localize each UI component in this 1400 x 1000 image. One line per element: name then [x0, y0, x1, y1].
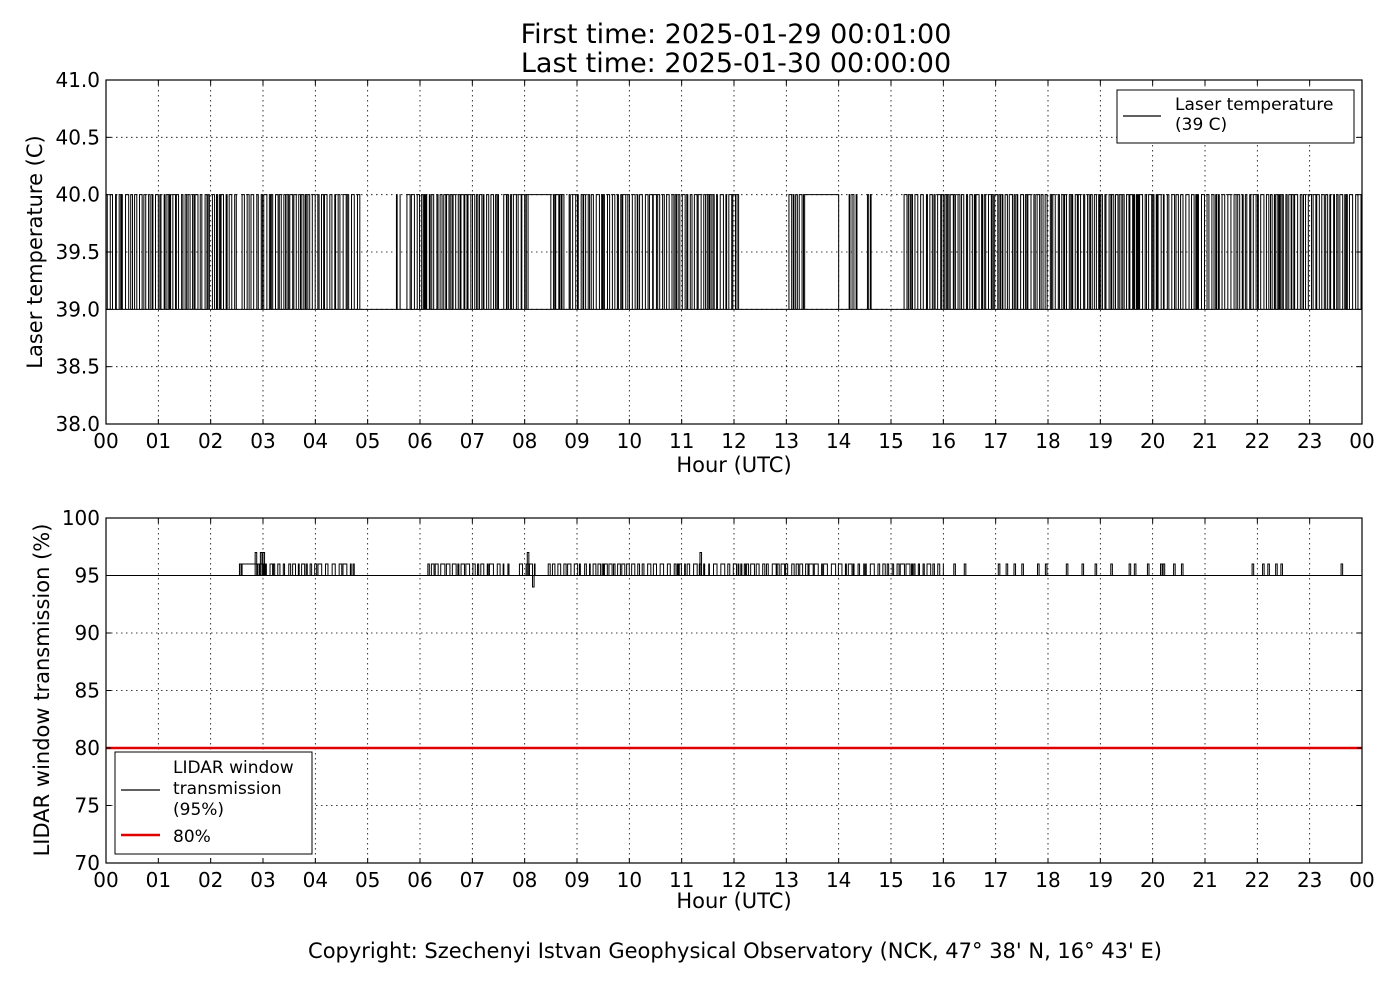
y-tick-label: 40.0	[55, 183, 100, 207]
x-tick-label: 17	[983, 429, 1008, 453]
x-tick-label: 13	[774, 429, 799, 453]
x-tick-label: 02	[198, 868, 223, 892]
x-tick-label: 00	[93, 429, 118, 453]
x-tick-label: 04	[303, 868, 328, 892]
x-tick-label: 22	[1245, 429, 1270, 453]
laser-temperature-line	[105, 194, 1363, 310]
x-tick-label: 06	[407, 868, 432, 892]
x-tick-label: 01	[146, 429, 171, 453]
x-tick-label: 14	[826, 429, 851, 453]
x-tick-label: 20	[1140, 429, 1165, 453]
legend-label-line: (95%)	[173, 800, 224, 820]
x-tick-label: 04	[303, 429, 328, 453]
x-tick-label: 23	[1297, 868, 1322, 892]
x-tick-label: 21	[1192, 868, 1217, 892]
x-tick-label: 05	[355, 868, 380, 892]
y-tick-label: 41.0	[55, 68, 100, 92]
x-tick-label: 00	[93, 868, 118, 892]
laser-temperature-x-ticks: 00 01 02 03 04 05 06 07 08 09 10 11 12 13 14 15 16 17 18 19…	[93, 80, 1375, 453]
x-tick-label: 14	[826, 868, 851, 892]
x-tick-label: 18	[1035, 429, 1060, 453]
legend-label-line: (39 C)	[1175, 115, 1227, 135]
x-tick-label: 08	[512, 429, 537, 453]
x-tick-label: 01	[146, 868, 171, 892]
x-tick-label: 12	[721, 868, 746, 892]
y-tick-label: 100	[62, 506, 100, 530]
x-tick-label: 23	[1297, 429, 1322, 453]
x-tick-label: 19	[1088, 868, 1113, 892]
x-tick-label: 22	[1245, 868, 1270, 892]
x-tick-label: 03	[250, 429, 275, 453]
lidar-transmission-x-ticks: 00 01 02 03 04 05 06 07 08 09 10 11 12 13 14 15 16 17 18 19…	[93, 518, 1375, 892]
x-tick-label: 10	[617, 429, 642, 453]
first-time-label: First time: 2025-01-29 00:01:00	[521, 19, 952, 50]
lidar-transmission-x-axis-label: Hour (UTC)	[676, 889, 791, 913]
x-tick-label: 03	[250, 868, 275, 892]
lidar-transmission-legend-box	[114, 751, 313, 855]
x-tick-label: 09	[564, 429, 589, 453]
x-tick-label: 07	[460, 429, 485, 453]
x-tick-label: 15	[878, 429, 903, 453]
x-tick-label: 15	[878, 868, 903, 892]
x-tick-label: 13	[774, 868, 799, 892]
x-tick-label: 10	[617, 868, 642, 892]
laser-temperature-y-axis-label: Laser temperature (C)	[23, 135, 47, 368]
laser-temperature-x-axis-label: Hour (UTC)	[676, 453, 791, 477]
x-tick-label: 16	[931, 868, 956, 892]
lidar-transmission-legend: LIDAR window transmission (95%) 80%	[114, 751, 313, 855]
y-tick-label: 70	[75, 851, 100, 875]
x-tick-label: 06	[407, 429, 432, 453]
x-tick-label: 19	[1088, 429, 1113, 453]
legend-label-line: transmission	[173, 779, 282, 799]
lidar-transmission-chart: 70 75 80 85 90 95 100 00 01 02 03 04 05 06 07 08 09 10 11…	[30, 506, 1375, 913]
y-tick-label: 85	[75, 679, 100, 703]
lidar-transmission-line	[106, 552, 1362, 588]
legend-label-line: LIDAR window	[173, 758, 294, 778]
x-tick-label: 05	[355, 429, 380, 453]
x-tick-label: 00	[1349, 429, 1374, 453]
y-tick-label: 40.5	[55, 125, 100, 149]
y-tick-label: 38.5	[55, 355, 100, 379]
x-tick-label: 20	[1140, 868, 1165, 892]
x-tick-label: 16	[931, 429, 956, 453]
y-tick-label: 39.5	[55, 240, 100, 264]
x-tick-label: 09	[564, 868, 589, 892]
x-tick-label: 12	[721, 429, 746, 453]
threshold-80-legend-label: 80%	[173, 827, 211, 847]
legend-label-line: Laser temperature	[1175, 95, 1333, 115]
lidar-transmission-y-ticks: 70 75 80 85 90 95 100	[62, 506, 1362, 875]
laser-temperature-legend-label: Laser temperature (39 C)	[1175, 95, 1333, 135]
lidar-transmission-y-axis-label: LIDAR window transmission (%)	[30, 524, 54, 857]
x-tick-label: 17	[983, 868, 1008, 892]
x-tick-label: 02	[198, 429, 223, 453]
y-tick-label: 90	[75, 621, 100, 645]
last-time-label: Last time: 2025-01-30 00:00:00	[521, 48, 951, 79]
lidar-transmission-legend-label: LIDAR window transmission (95%)	[173, 758, 294, 820]
y-tick-label: 39.0	[55, 297, 100, 321]
laser-temperature-chart: 38.038.539.039.540.040.541.0 00 01 02 03 04 0…	[23, 68, 1375, 477]
x-tick-label: 21	[1192, 429, 1217, 453]
y-tick-label: 75	[75, 794, 100, 818]
x-tick-label: 11	[669, 868, 694, 892]
y-tick-label: 80	[75, 736, 100, 760]
y-tick-label: 38.0	[55, 412, 100, 436]
x-tick-label: 18	[1035, 868, 1060, 892]
x-tick-label: 07	[460, 868, 485, 892]
copyright-text: Copyright: Szechenyi Istvan Geophysical …	[308, 939, 1162, 963]
x-tick-label: 00	[1349, 868, 1374, 892]
laser-temperature-legend: Laser temperature (39 C)	[1116, 89, 1355, 144]
y-tick-label: 95	[75, 564, 100, 588]
laser-temperature-y-ticks: 38.0 38.5 39.0 39.5 40.0 40.5 41.0	[55, 68, 1362, 436]
x-tick-label: 11	[669, 429, 694, 453]
x-tick-label: 08	[512, 868, 537, 892]
